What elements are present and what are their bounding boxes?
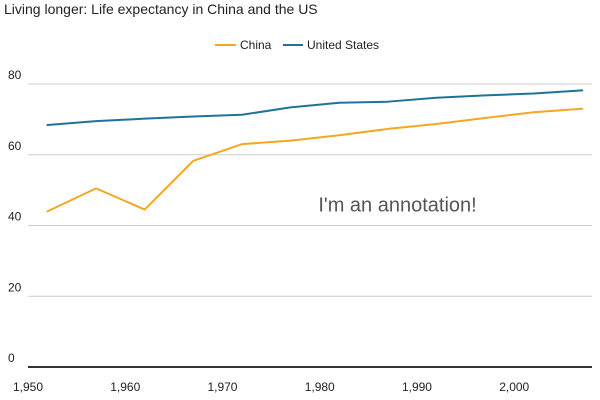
x-tick-label: 1,990 — [402, 380, 432, 394]
legend-item-china[interactable]: China — [215, 38, 272, 52]
x-tick-label: 2,000 — [499, 380, 529, 394]
chart-title: Living longer: Life expectancy in China … — [4, 1, 318, 17]
x-tick-label: 1,980 — [305, 380, 335, 394]
legend: China United States — [215, 38, 379, 52]
series-line-united-states[interactable] — [46, 89, 584, 127]
series-layer — [46, 89, 584, 213]
x-tick-label: 1,950 — [13, 380, 43, 394]
axis-labels: 0 20 40 60 80 1,950 1,960 1,970 1,980 1,990 2,000 — [8, 68, 530, 394]
legend-label: China — [240, 38, 272, 52]
y-tick-label: 40 — [8, 210, 22, 224]
y-tick-label: 0 — [8, 351, 15, 365]
chart-annotation: I'm an annotation! — [318, 194, 476, 216]
y-tick-label: 20 — [8, 280, 22, 294]
y-tick-label: 80 — [8, 68, 22, 82]
legend-label: United States — [307, 38, 379, 52]
x-tick-label: 1,970 — [207, 380, 237, 394]
grid-layer — [28, 83, 592, 368]
x-tick-label: 1,960 — [110, 380, 140, 394]
legend-item-united-states[interactable]: United States — [283, 38, 379, 52]
y-tick-label: 60 — [8, 139, 22, 153]
series-line-china[interactable] — [46, 107, 584, 213]
